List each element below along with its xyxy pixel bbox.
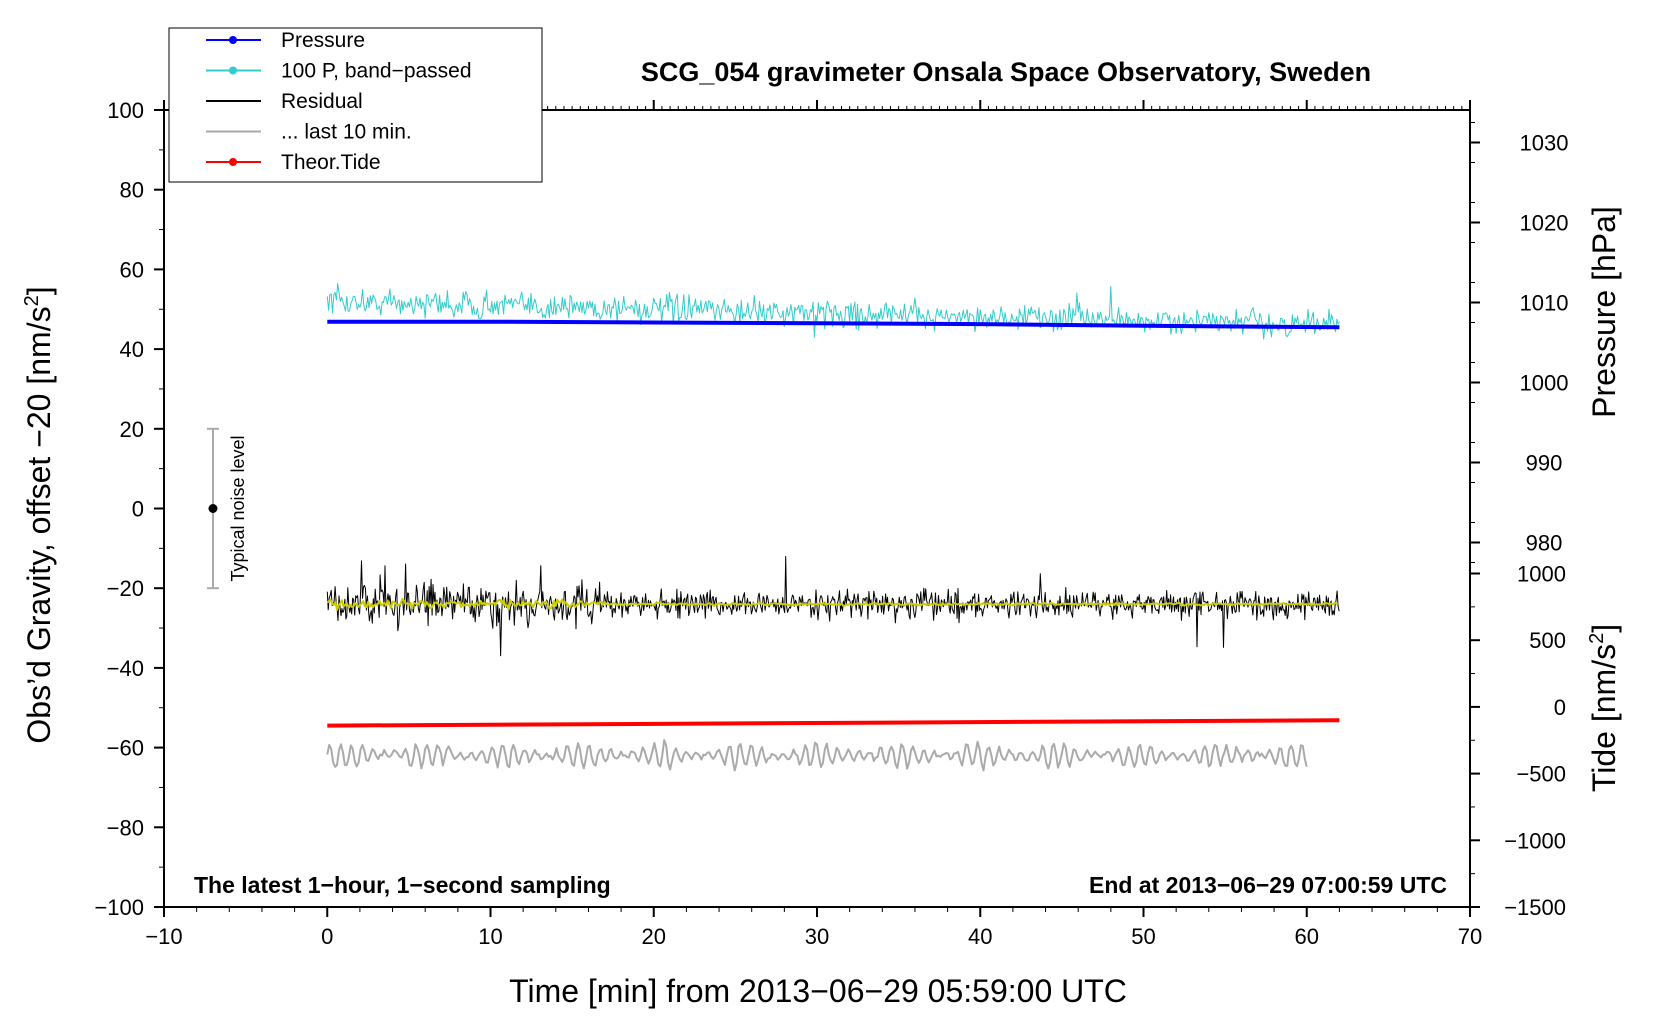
noise-indicator: Typical noise level bbox=[206, 427, 248, 590]
legend-marker bbox=[229, 36, 237, 44]
series-last-10-min bbox=[326, 739, 1308, 772]
series-pressure bbox=[327, 319, 1340, 330]
legend-marker bbox=[229, 158, 237, 166]
tide-tick-label: 1000 bbox=[1517, 562, 1566, 587]
pressure-tick-label: 1030 bbox=[1520, 131, 1569, 156]
pressure-tick-label: 1010 bbox=[1520, 291, 1569, 316]
pressure-tick-label: 1000 bbox=[1520, 371, 1569, 396]
pressure-axis-title: Pressure [hPa] bbox=[1586, 206, 1622, 418]
data-series bbox=[326, 282, 1340, 772]
y-tick-label: 80 bbox=[120, 178, 144, 203]
tide-tick-label: 0 bbox=[1554, 695, 1566, 720]
y-tick-label: 100 bbox=[107, 98, 144, 123]
y-tick-label: −80 bbox=[107, 815, 144, 840]
pressure-tick-label: 980 bbox=[1526, 531, 1563, 556]
legend-label: 100 P, band−passed bbox=[281, 60, 472, 83]
legend-box bbox=[168, 27, 543, 183]
x-tick-label: −10 bbox=[145, 924, 182, 949]
legend-label: Pressure bbox=[281, 29, 365, 52]
note-left: The latest 1−hour, 1−second sampling bbox=[194, 872, 611, 898]
pressure-tick-label: 990 bbox=[1526, 451, 1563, 476]
legend-marker bbox=[229, 66, 237, 75]
x-tick-label: 70 bbox=[1458, 924, 1482, 949]
y-tick-label: 40 bbox=[120, 337, 144, 362]
y-axis-title-left: Obs’d Gravity, offset −20 [nm/s2] bbox=[21, 286, 57, 743]
tide-tick-label: −1500 bbox=[1504, 895, 1566, 920]
tide-tick-label: 500 bbox=[1529, 628, 1566, 653]
series-theor-tide bbox=[327, 718, 1340, 728]
tide-tick-label: −1000 bbox=[1504, 828, 1566, 853]
x-tick-label: 40 bbox=[968, 924, 992, 949]
y-tick-label: −100 bbox=[94, 895, 144, 920]
pressure-tick-label: 1020 bbox=[1520, 211, 1569, 236]
y-tick-label: −60 bbox=[107, 736, 144, 761]
noise-bar-center bbox=[208, 504, 218, 513]
y-tick-label: −20 bbox=[107, 576, 144, 601]
legend-label: Theor.Tide bbox=[281, 151, 381, 174]
legend-label: Residual bbox=[281, 90, 363, 113]
x-tick-label: 0 bbox=[321, 924, 333, 949]
y-tick-label: −40 bbox=[107, 656, 144, 681]
legend-label: ... last 10 min. bbox=[281, 121, 412, 144]
x-axis-title: Time [min] from 2013−06−29 05:59:00 UTC bbox=[509, 973, 1127, 1009]
tide-axis-title: Tide [nm/s2] bbox=[1586, 624, 1622, 792]
x-tick-label: 30 bbox=[805, 924, 829, 949]
chart-title: SCG_054 gravimeter Onsala Space Observat… bbox=[641, 57, 1371, 87]
x-tick-label: 20 bbox=[642, 924, 666, 949]
noise-label: Typical noise level bbox=[228, 435, 248, 581]
series-bandpassed-pressure bbox=[326, 282, 1340, 340]
legend: Pressure 100 P, band−passed Residual ... la… bbox=[168, 27, 543, 183]
axis-ticks: −10 0 10 20 30 40 50 60 70100806040200−20−40−60−… bbox=[94, 98, 1568, 949]
series-residual-smoothed bbox=[326, 598, 1339, 611]
x-tick-label: 50 bbox=[1131, 924, 1155, 949]
plot-frame bbox=[163, 109, 1471, 908]
y-tick-label: 60 bbox=[120, 257, 144, 282]
y-tick-label: 20 bbox=[120, 417, 144, 442]
y-tick-label: 0 bbox=[132, 497, 144, 522]
note-right: End at 2013−06−29 07:00:59 UTC bbox=[1089, 872, 1447, 898]
tide-tick-label: −500 bbox=[1516, 762, 1566, 787]
x-tick-label: 60 bbox=[1295, 924, 1319, 949]
x-tick-label: 10 bbox=[478, 924, 502, 949]
series-residual bbox=[326, 556, 1340, 657]
